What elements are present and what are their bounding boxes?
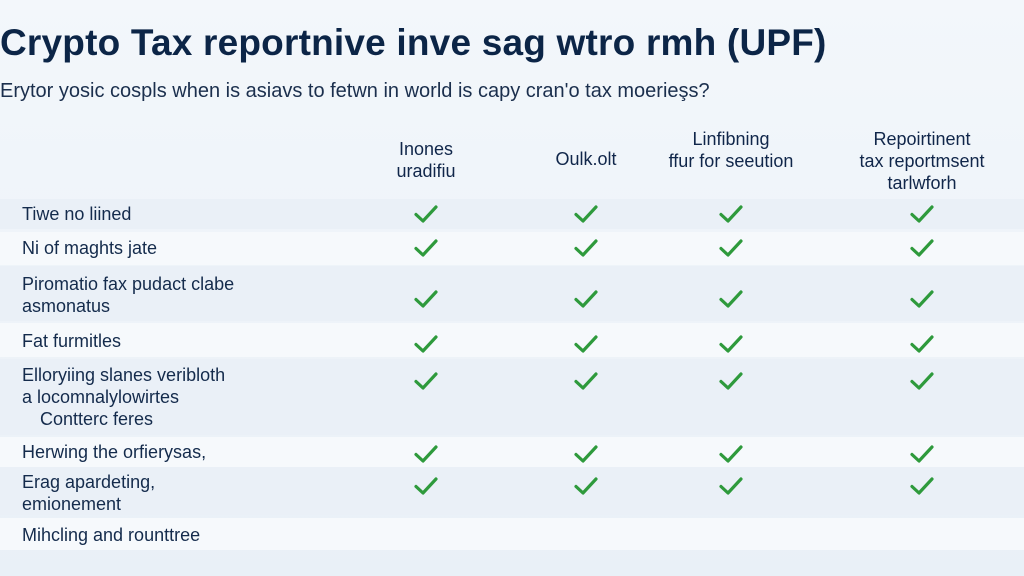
row-label-line: Ni of maghts jate	[22, 238, 158, 258]
column-header-line: uradifiu	[396, 161, 456, 181]
page-subtitle: Erytor yosic cospls when is asiavs to fe…	[0, 80, 710, 102]
table-row	[0, 518, 1024, 550]
check-icon	[909, 237, 935, 259]
column-header-line: Inones	[398, 139, 454, 159]
row-label-line: Herwing the orfierysas,	[22, 442, 207, 462]
column-header-line: tax reportmsent	[859, 151, 985, 171]
check-icon	[413, 443, 439, 465]
row-label: Fat furmitles	[22, 330, 121, 352]
check-icon	[573, 203, 599, 225]
row-label-line: emionement	[22, 494, 122, 514]
row-label: Elloryiing slanes veribloth a locomnalylo…	[22, 364, 225, 430]
table-row	[0, 437, 1024, 467]
check-icon	[573, 370, 599, 392]
column-header-4: Repoirtinent tax reportmsent tarlwforh	[812, 128, 1024, 194]
row-label-line: asmonatus	[22, 296, 111, 316]
row-label-line: Fat furmitles	[22, 331, 122, 351]
check-icon	[573, 443, 599, 465]
check-icon	[909, 443, 935, 465]
check-icon	[413, 333, 439, 355]
table-row	[0, 232, 1024, 265]
column-header-line: tarlwforh	[887, 173, 957, 193]
table-row	[0, 467, 1024, 515]
page-title: Crypto Tax reportnive inve sag wtro rmh …	[0, 22, 827, 63]
row-label: Herwing the orfierysas,	[22, 441, 206, 463]
check-icon	[413, 475, 439, 497]
column-header-2: Oulk.olt	[476, 148, 696, 170]
check-icon	[413, 237, 439, 259]
check-icon	[573, 333, 599, 355]
check-icon	[573, 288, 599, 310]
check-icon	[718, 333, 744, 355]
check-icon	[718, 203, 744, 225]
table-row	[0, 199, 1024, 229]
check-icon	[718, 288, 744, 310]
check-icon	[413, 288, 439, 310]
table-row	[0, 266, 1024, 321]
check-icon	[718, 443, 744, 465]
check-icon	[909, 288, 935, 310]
check-icon	[909, 333, 935, 355]
row-label-line: Erag apardeting,	[22, 472, 156, 492]
check-icon	[413, 370, 439, 392]
row-label-line: Elloryiing slanes veribloth	[22, 365, 226, 385]
column-header-1: Inones uradifiu	[316, 138, 536, 182]
row-label: Mihcling and rounttree	[22, 524, 200, 546]
row-label-line: Tiwe no liined	[22, 204, 132, 224]
check-icon	[718, 475, 744, 497]
check-icon	[413, 203, 439, 225]
row-label-line: Mihcling and rounttree	[22, 525, 201, 545]
check-icon	[573, 475, 599, 497]
column-header-line: Linfibning	[692, 129, 770, 149]
table-row	[0, 359, 1024, 435]
column-header-line: ffur for seeution	[668, 151, 794, 171]
check-icon	[909, 475, 935, 497]
column-header-line: Repoirtinent	[873, 129, 971, 149]
table-row	[0, 323, 1024, 357]
check-icon	[718, 370, 744, 392]
check-icon	[909, 203, 935, 225]
check-icon	[718, 237, 744, 259]
row-label: Ni of maghts jate	[22, 237, 157, 259]
row-label-line: Piromatio fax pudact clabe	[22, 274, 235, 294]
row-label: Piromatio fax pudact clabe asmonatus	[22, 273, 234, 317]
column-header-3: Linfibning ffur for seeution	[621, 128, 841, 172]
row-label: Tiwe no liined	[22, 203, 131, 225]
check-icon	[909, 370, 935, 392]
row-label-line: a locomnalylowirtes	[22, 387, 180, 407]
row-label-line: Contterc feres	[40, 409, 154, 429]
column-header-line: Oulk.olt	[555, 149, 617, 169]
check-icon	[573, 237, 599, 259]
row-label: Erag apardeting, emionement	[22, 471, 155, 515]
